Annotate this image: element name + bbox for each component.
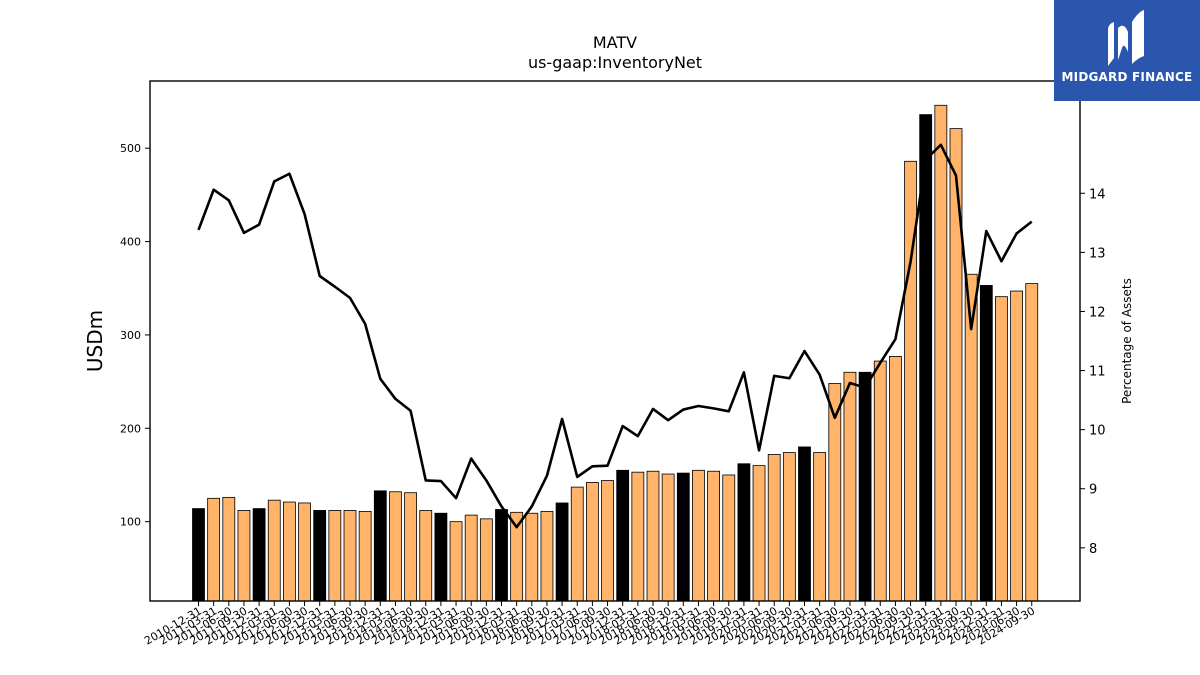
- bar-2015-03-31: [449, 521, 463, 602]
- midgard-logo-icon: [1108, 10, 1144, 66]
- plot-frame: [149, 80, 1081, 602]
- bar-2018-03-31: [631, 471, 645, 602]
- left-y-tick-label: 100: [120, 516, 141, 529]
- bar-2022-06-30: [889, 355, 902, 602]
- bar-2012-03-31: [267, 499, 281, 602]
- logo-text: MIDGARD FINANCE: [1061, 70, 1193, 84]
- right-y-tick-label: 12: [1089, 305, 1106, 320]
- bar-2014-06-30: [404, 492, 418, 602]
- right-y-tick-label: 13: [1089, 246, 1106, 261]
- bar-2018-06-30: [646, 470, 660, 602]
- bar-2024-09-30: [1025, 283, 1039, 602]
- bar-2016-06-30: [525, 512, 539, 602]
- left-y-axis-label: USDm: [83, 310, 107, 372]
- bar-2012-12-31: [313, 510, 327, 602]
- bar-2020-06-30: [767, 454, 781, 602]
- bar-2019-09-30: [722, 474, 736, 602]
- bar-2024-06-30: [1010, 290, 1023, 602]
- right-y-tick-label: 11: [1089, 365, 1106, 380]
- right-y-tick-label: 14: [1089, 187, 1106, 202]
- chart-subtitle: us-gaap:InventoryNet: [528, 53, 702, 72]
- chart-title: MATV: [593, 33, 637, 52]
- bar-2014-03-31: [389, 491, 402, 602]
- right-y-axis: 8 9 10 11 12 13 14: [1080, 187, 1106, 557]
- bar-2010-12-31: [192, 508, 205, 602]
- bar-2015-12-31: [495, 509, 508, 602]
- bar-2022-03-31: [873, 360, 887, 602]
- bar-2014-12-31: [434, 512, 448, 602]
- bar-2024-03-31: [995, 296, 1008, 602]
- bar-2013-12-31: [373, 490, 387, 602]
- bar-2011-06-30: [222, 496, 236, 602]
- bar-2021-09-30: [843, 371, 857, 602]
- logo: MIDGARD FINANCE: [1054, 0, 1200, 101]
- bar-2023-12-31: [979, 285, 993, 602]
- bar-2011-03-31: [207, 497, 221, 602]
- right-y-axis-label: Percentage of Assets: [1120, 278, 1134, 404]
- bar-2017-09-30: [601, 480, 614, 602]
- bar-2019-03-31: [692, 469, 705, 602]
- bar-series: [192, 104, 1039, 602]
- bar-2013-03-31: [328, 510, 342, 602]
- bar-2020-09-30: [782, 452, 796, 602]
- bar-2023-06-30: [949, 128, 963, 602]
- bar-2019-06-30: [707, 470, 720, 602]
- bar-2021-03-31: [813, 452, 827, 602]
- left-y-tick-label: 500: [120, 142, 141, 155]
- left-y-tick-label: 300: [120, 329, 141, 342]
- bar-2012-09-30: [298, 502, 311, 602]
- right-y-tick-label: 10: [1089, 424, 1106, 439]
- bar-2018-12-31: [676, 472, 690, 602]
- bar-2020-03-31: [752, 465, 766, 602]
- bar-2023-03-31: [934, 104, 948, 602]
- bar-2021-12-31: [858, 371, 872, 602]
- bar-2018-09-30: [661, 473, 675, 602]
- bar-2017-12-31: [616, 469, 630, 602]
- left-y-tick-label: 200: [120, 422, 141, 435]
- bar-2012-06-30: [282, 501, 296, 602]
- bar-2013-09-30: [358, 510, 372, 602]
- left-y-tick-label: 400: [120, 236, 141, 249]
- bar-2013-06-30: [343, 510, 357, 602]
- bar-2016-12-31: [555, 502, 569, 602]
- bar-2015-09-30: [479, 518, 493, 602]
- line-series: [197, 143, 1033, 529]
- bar-2017-03-31: [570, 486, 584, 602]
- bar-2017-06-30: [586, 482, 599, 602]
- bar-2011-09-30: [237, 510, 251, 602]
- right-y-tick-label: 9: [1089, 483, 1097, 498]
- bar-2016-09-30: [540, 510, 554, 602]
- bar-2015-06-30: [464, 514, 478, 602]
- left-y-axis: 100 200 300 400 500: [120, 142, 150, 529]
- bar-2014-09-30: [419, 510, 433, 602]
- bar-2020-12-31: [798, 446, 811, 602]
- bar-2019-12-31: [737, 463, 751, 602]
- x-axis: 2010-12-312011-03-312011-06-302011-09-30…: [142, 601, 1037, 648]
- percentage-of-assets-line: [197, 143, 1033, 529]
- bar-2011-12-31: [252, 508, 266, 602]
- right-y-tick-label: 8: [1089, 542, 1097, 557]
